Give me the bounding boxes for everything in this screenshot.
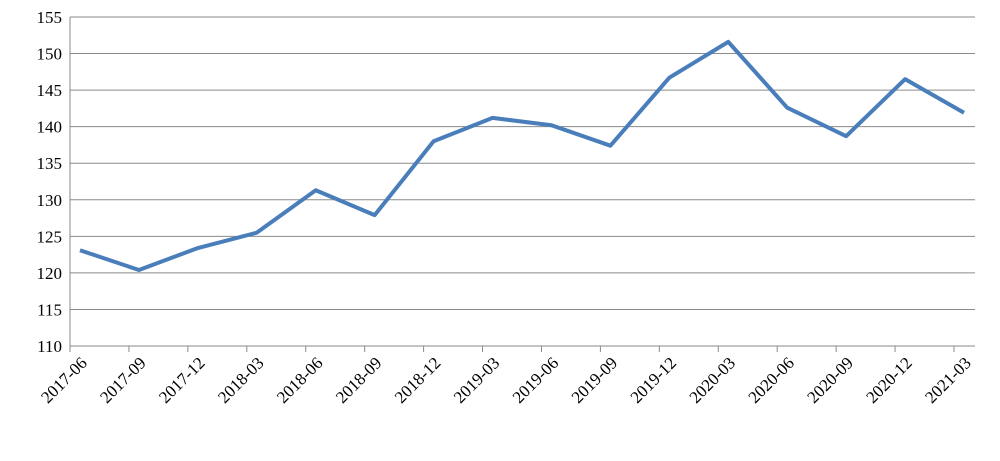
y-tick-label: 130 <box>37 191 63 210</box>
x-tick-label: 2018-09 <box>332 353 386 407</box>
x-tick-label: 2020-12 <box>862 353 916 407</box>
x-tick-label: 2018-12 <box>391 353 445 407</box>
x-tick-label: 2018-06 <box>273 353 327 407</box>
x-tick-label: 2019-12 <box>627 353 681 407</box>
y-tick-label: 125 <box>37 227 63 246</box>
y-tick-label: 120 <box>37 264 63 283</box>
x-tick-label: 2019-06 <box>509 353 563 407</box>
x-tick-label: 2017-06 <box>37 353 91 407</box>
x-tick-label: 2017-12 <box>155 353 209 407</box>
line-series <box>79 39 965 272</box>
x-tick-label: 2021-03 <box>921 353 975 407</box>
x-tick-label: 2020-03 <box>686 353 740 407</box>
y-tick-label: 115 <box>37 300 62 319</box>
x-tick-label: 2020-06 <box>745 353 799 407</box>
y-tick-label: 150 <box>37 45 63 64</box>
y-tick-label: 140 <box>37 118 63 137</box>
y-tick-label: 110 <box>37 337 62 356</box>
x-tick-label: 2019-09 <box>568 353 622 407</box>
x-tick-label: 2019-03 <box>450 353 504 407</box>
x-tick-label: 2018-03 <box>214 353 268 407</box>
x-tick-label: 2017-09 <box>96 353 150 407</box>
y-tick-label: 145 <box>37 81 63 100</box>
x-tick-label: 2020-09 <box>803 353 857 407</box>
y-tick-label: 135 <box>37 154 63 173</box>
y-tick-label: 155 <box>37 8 63 27</box>
